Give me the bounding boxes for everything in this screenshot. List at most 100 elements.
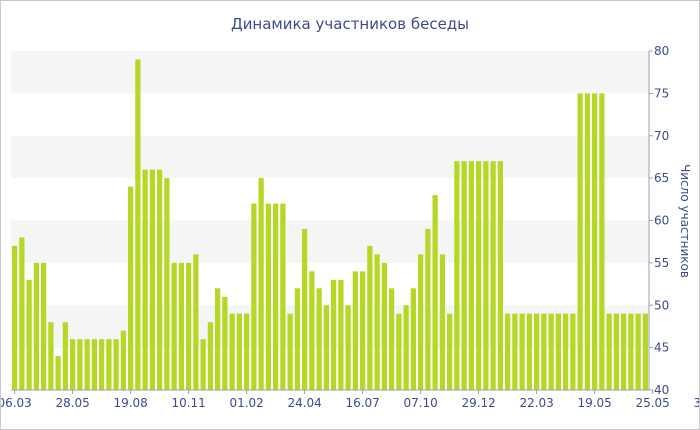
bar <box>128 186 134 390</box>
bar <box>468 161 474 390</box>
bar <box>207 322 213 390</box>
bar <box>367 245 373 390</box>
bar <box>62 322 68 390</box>
x-tick-label: 01.02 <box>229 396 263 410</box>
bar <box>512 313 518 390</box>
bar <box>613 313 619 390</box>
bar <box>120 330 126 390</box>
bar <box>628 313 634 390</box>
x-tick-label: 28.05 <box>55 396 89 410</box>
y-tick-label: 80 <box>654 44 669 58</box>
x-tick-label: 25.05 <box>635 396 669 410</box>
bar <box>432 195 438 390</box>
bar <box>26 279 32 390</box>
bar <box>106 339 112 390</box>
grid-band <box>11 135 649 179</box>
bar <box>157 169 163 390</box>
bar <box>280 203 286 390</box>
bar <box>505 313 511 390</box>
bar <box>338 279 344 390</box>
bar <box>555 313 561 390</box>
bar <box>178 262 184 390</box>
bar <box>186 262 192 390</box>
bar <box>519 313 525 390</box>
bar <box>352 271 358 390</box>
x-tick-label: 22.03 <box>519 396 553 410</box>
bar <box>345 305 351 390</box>
bar <box>294 288 300 390</box>
bar <box>534 313 540 390</box>
y-tick-label: 70 <box>654 129 669 143</box>
bar <box>389 288 395 390</box>
bar <box>77 339 83 390</box>
bar <box>410 288 416 390</box>
bar <box>360 271 366 390</box>
bar <box>149 169 155 390</box>
bar <box>12 245 18 390</box>
x-tick-label: 06.03 <box>1 396 32 410</box>
x-tick-label: 16.07 <box>345 396 379 410</box>
bar <box>309 271 315 390</box>
grid-bands <box>11 51 649 348</box>
bar <box>483 161 489 390</box>
bar <box>316 288 322 390</box>
bar <box>599 93 605 390</box>
bar <box>113 339 119 390</box>
x-tick-label: 10.11 <box>171 396 205 410</box>
bar <box>265 203 271 390</box>
bar <box>476 161 482 390</box>
bar <box>302 228 308 390</box>
x-tick-label: 19.08 <box>113 396 147 410</box>
bar <box>236 313 242 390</box>
bar <box>244 313 250 390</box>
bar <box>33 262 39 390</box>
bar <box>425 228 431 390</box>
y-tick-label: 75 <box>654 86 669 100</box>
y-tick-label: 50 <box>654 298 669 312</box>
bar <box>592 93 598 390</box>
y-tick-label: 65 <box>654 171 669 185</box>
bar <box>258 178 264 390</box>
bar <box>642 313 648 390</box>
bar <box>200 339 206 390</box>
x-tick-label: 19.05 <box>577 396 611 410</box>
y-tick-label: 60 <box>654 214 669 228</box>
grid-band <box>11 220 649 263</box>
bar <box>541 313 547 390</box>
bar <box>222 296 228 390</box>
y-tick-label: 55 <box>654 256 669 270</box>
bar <box>374 254 380 390</box>
bar <box>48 322 54 390</box>
bar <box>135 59 141 390</box>
bar <box>142 169 148 390</box>
bar <box>454 161 460 390</box>
x-tick-label: 31.05 <box>693 396 699 410</box>
bar <box>577 93 583 390</box>
x-tick-label: 29.12 <box>461 396 495 410</box>
bar <box>41 262 47 390</box>
bar <box>381 262 387 390</box>
bar <box>403 305 409 390</box>
bar <box>193 254 199 390</box>
x-tick-label: 24.04 <box>287 396 321 410</box>
bar <box>490 161 496 390</box>
x-tick-label: 07.10 <box>403 396 437 410</box>
bar <box>635 313 641 390</box>
bar <box>99 339 105 390</box>
bar <box>70 339 76 390</box>
bar <box>331 279 337 390</box>
bar <box>251 203 257 390</box>
bar-series <box>12 59 648 390</box>
bar <box>447 313 453 390</box>
bar <box>55 356 61 390</box>
bar <box>215 288 221 390</box>
bar <box>171 262 177 390</box>
bar <box>273 203 279 390</box>
chart-title: Динамика участников беседы <box>231 15 469 33</box>
x-axis-ticks: 06.03 28.05 19.08 10.11 01.02 24.04 16.07 07.10… <box>1 390 699 410</box>
bar <box>418 254 424 390</box>
bar <box>164 178 170 390</box>
bar <box>229 313 235 390</box>
